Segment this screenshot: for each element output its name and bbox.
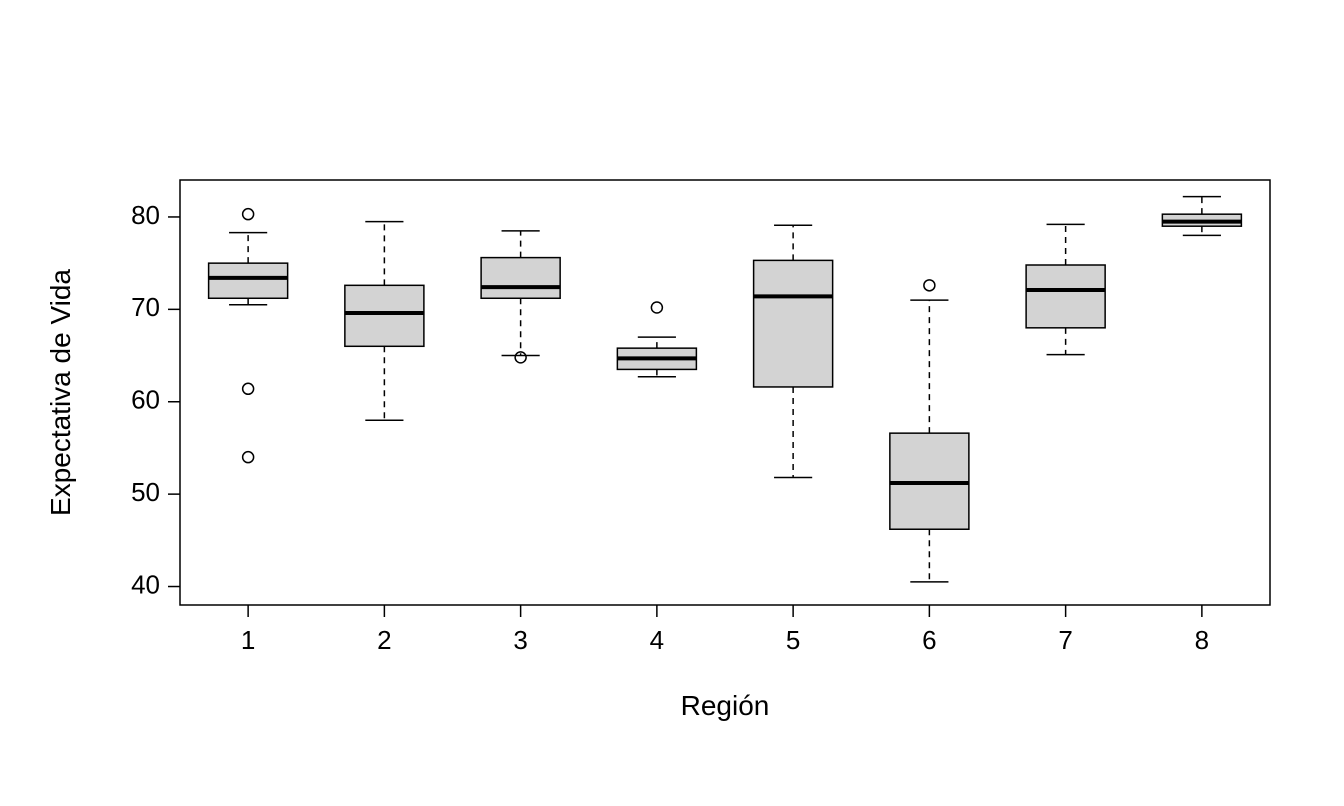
chart-svg: 40 50 60 70 80 1 2 3 4 5 6 7 8 Región Expectativa de V… (0, 0, 1344, 806)
x-tick-label: 4 (650, 625, 664, 655)
box-8 (1162, 197, 1241, 236)
box-1 (209, 209, 288, 463)
box-5 (754, 225, 833, 477)
box-6 (890, 280, 969, 582)
x-axis-label: Región (681, 690, 770, 721)
x-tick-label: 3 (513, 625, 527, 655)
y-tick-label: 40 (131, 569, 160, 599)
y-axis-label: Expectativa de Vida (45, 269, 76, 516)
y-tick-label: 50 (131, 477, 160, 507)
y-tick-label: 60 (131, 385, 160, 415)
box-3 (481, 231, 560, 363)
x-tick-label: 7 (1058, 625, 1072, 655)
x-tick-label: 5 (786, 625, 800, 655)
y-tick-label: 70 (131, 292, 160, 322)
y-tick-label: 80 (131, 200, 160, 230)
x-tick-label: 1 (241, 625, 255, 655)
x-tick-label: 8 (1195, 625, 1209, 655)
x-tick-label: 2 (377, 625, 391, 655)
boxplot-chart: 40 50 60 70 80 1 2 3 4 5 6 7 8 Región Expectativa de V… (0, 0, 1344, 806)
box-4 (617, 302, 696, 377)
x-tick-label: 6 (922, 625, 936, 655)
box-2 (345, 222, 424, 421)
box-7 (1026, 224, 1105, 354)
